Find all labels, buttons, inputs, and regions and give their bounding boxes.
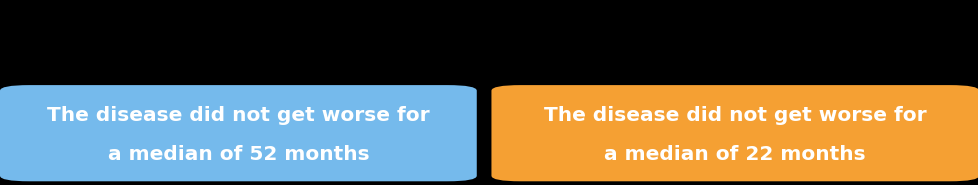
Text: The disease did not get worse for: The disease did not get worse for [544, 106, 925, 125]
Text: The disease did not get worse for: The disease did not get worse for [47, 106, 429, 125]
FancyBboxPatch shape [491, 85, 978, 181]
Text: a median of 22 months: a median of 22 months [603, 145, 866, 164]
Text: a median of 52 months: a median of 52 months [108, 145, 369, 164]
FancyBboxPatch shape [0, 85, 476, 181]
